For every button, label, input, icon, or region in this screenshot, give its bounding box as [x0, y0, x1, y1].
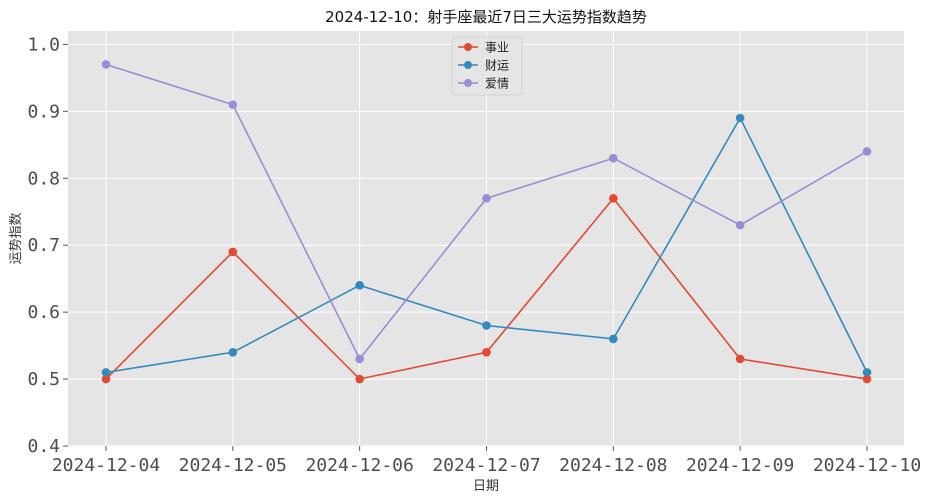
data-point	[355, 281, 364, 290]
axes: 0.4 0.5 0.6 0.7 0.8 0.9 1.0 2024-12-04 2024-12-0…	[27, 34, 921, 476]
data-point	[482, 347, 491, 357]
y-tick-label: 0.4	[27, 436, 60, 457]
data-point	[228, 347, 238, 357]
x-tick-label: 2024-12-09	[686, 455, 794, 476]
legend-label: 爱情	[485, 77, 509, 91]
chart-title: 2024-12-10：射手座最近7日三大运势指数趋势	[325, 8, 647, 26]
data-point	[609, 153, 618, 163]
data-point	[482, 194, 491, 203]
y-tick-label: 0.5	[27, 369, 60, 390]
series-财运	[101, 113, 872, 377]
y-tick-label: 0.6	[27, 302, 60, 323]
legend-swatch-marker	[464, 61, 472, 69]
x-tick-label: 2024-12-06	[305, 455, 413, 476]
data-point	[355, 354, 364, 364]
x-tick-label: 2024-12-04	[52, 455, 160, 476]
data-point	[735, 354, 745, 364]
legend-swatch-marker	[464, 79, 472, 87]
x-tick-label: 2024-12-07	[432, 455, 540, 476]
y-tick-label: 0.9	[27, 101, 60, 122]
data-point	[228, 100, 238, 109]
legend-label: 财运	[485, 59, 509, 73]
y-tick-label: 0.7	[27, 235, 60, 256]
series-事业	[101, 194, 872, 384]
series-layer	[101, 60, 872, 384]
data-point	[101, 368, 111, 377]
data-point	[609, 194, 618, 203]
data-point	[101, 374, 111, 384]
legend-label: 事业	[485, 41, 509, 55]
data-point	[228, 247, 238, 257]
x-axis-title: 日期	[473, 479, 499, 494]
y-tick-label: 1.0	[27, 34, 60, 55]
data-point	[482, 321, 491, 330]
x-tick-label: 2024-12-05	[179, 455, 287, 476]
y-axis-title: 运势指数	[8, 212, 24, 264]
x-tick-label: 2024-12-10	[813, 455, 921, 476]
data-point	[609, 334, 618, 344]
x-tick-label: 2024-12-08	[559, 455, 667, 476]
data-point	[101, 60, 111, 69]
series-爱情	[101, 60, 872, 364]
data-point	[862, 147, 872, 156]
data-point	[862, 368, 872, 377]
data-point	[355, 374, 364, 384]
legend-swatch-marker	[464, 43, 472, 51]
data-point	[735, 220, 745, 230]
data-point	[862, 374, 872, 384]
y-tick-label: 0.8	[27, 168, 60, 189]
data-point	[735, 113, 745, 123]
